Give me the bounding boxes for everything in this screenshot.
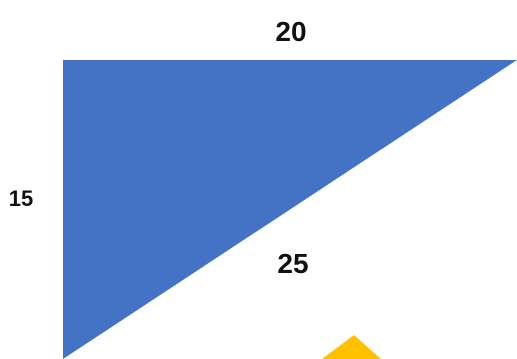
yellow-partial-shape [322, 335, 381, 359]
top-side-label: 20 [275, 16, 306, 47]
left-side-label: 15 [9, 186, 33, 211]
hypotenuse-label: 25 [277, 248, 308, 279]
right-triangle [63, 60, 517, 359]
